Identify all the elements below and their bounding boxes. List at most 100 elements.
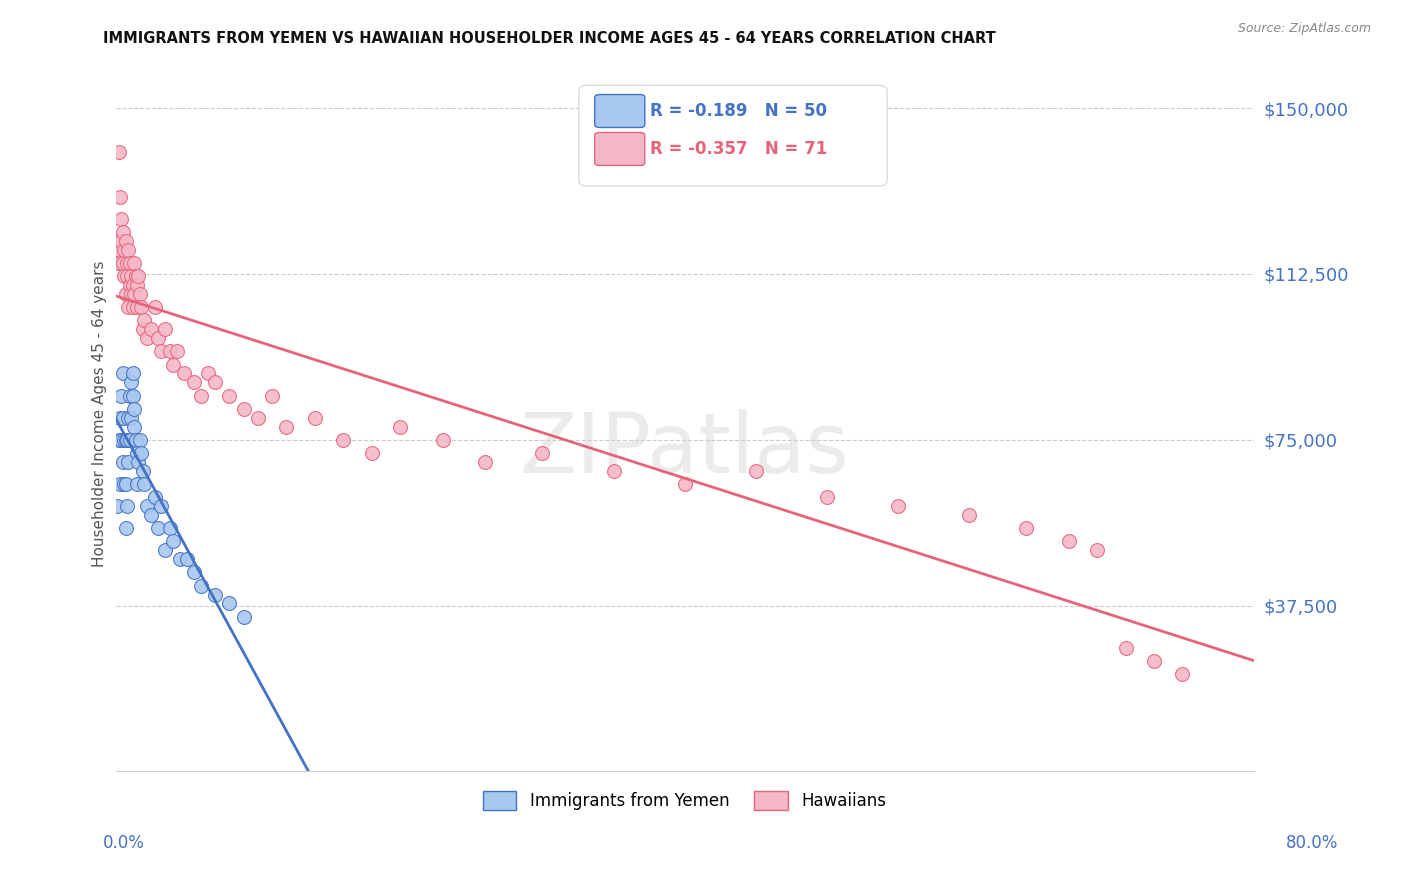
Point — [127, 269, 149, 284]
Point — [121, 300, 143, 314]
Point — [131, 464, 153, 478]
Point — [173, 367, 195, 381]
Point — [111, 256, 134, 270]
Point — [887, 499, 910, 513]
Point — [957, 508, 980, 522]
Point — [197, 367, 219, 381]
Point — [105, 234, 128, 248]
Legend: Immigrants from Yemen, Hawaiians: Immigrants from Yemen, Hawaiians — [477, 784, 893, 817]
Point — [1085, 543, 1108, 558]
Point — [110, 388, 132, 402]
Point — [145, 300, 167, 314]
Point — [602, 464, 624, 478]
Point — [815, 490, 838, 504]
Point — [121, 278, 143, 293]
Point — [166, 344, 188, 359]
Point — [112, 269, 135, 284]
Point — [232, 401, 254, 416]
Point — [125, 446, 148, 460]
Point — [232, 609, 254, 624]
Point — [108, 243, 131, 257]
Point — [124, 433, 146, 447]
Point — [129, 446, 152, 460]
Point — [118, 433, 141, 447]
Point — [120, 286, 142, 301]
Point — [218, 388, 240, 402]
Point — [132, 477, 155, 491]
Point — [107, 256, 129, 270]
Point — [474, 455, 496, 469]
Point — [120, 410, 142, 425]
Text: Source: ZipAtlas.com: Source: ZipAtlas.com — [1237, 22, 1371, 36]
Point — [1115, 640, 1137, 655]
Point — [204, 376, 226, 390]
Point — [110, 433, 132, 447]
Point — [114, 433, 136, 447]
Point — [127, 455, 149, 469]
Point — [115, 433, 138, 447]
Point — [125, 300, 148, 314]
Point — [332, 433, 354, 447]
Point — [114, 521, 136, 535]
Point — [120, 376, 142, 390]
Point — [111, 367, 134, 381]
Point — [176, 552, 198, 566]
Point — [108, 477, 131, 491]
Point — [115, 269, 138, 284]
FancyBboxPatch shape — [595, 95, 645, 128]
Point — [432, 433, 454, 447]
Point — [304, 410, 326, 425]
Point — [117, 243, 139, 257]
Point — [155, 322, 177, 336]
Point — [110, 211, 132, 226]
Point — [112, 243, 135, 257]
Point — [262, 388, 284, 402]
Point — [673, 477, 696, 491]
Point — [190, 388, 212, 402]
Point — [155, 543, 177, 558]
Point — [110, 234, 132, 248]
Point — [120, 269, 142, 284]
Text: 80.0%: 80.0% — [1286, 834, 1339, 852]
Point — [111, 410, 134, 425]
Point — [111, 455, 134, 469]
Point — [162, 358, 184, 372]
Point — [745, 464, 768, 478]
Text: R = -0.189   N = 50: R = -0.189 N = 50 — [651, 102, 828, 120]
Point — [1171, 667, 1194, 681]
Point — [531, 446, 554, 460]
Point — [108, 189, 131, 203]
Point — [122, 286, 145, 301]
Point — [112, 433, 135, 447]
Point — [117, 410, 139, 425]
Point — [122, 256, 145, 270]
Point — [132, 313, 155, 327]
Point — [118, 388, 141, 402]
Point — [125, 477, 148, 491]
Point — [118, 278, 141, 293]
Y-axis label: Householder Income Ages 45 - 64 years: Householder Income Ages 45 - 64 years — [93, 260, 107, 566]
Point — [190, 579, 212, 593]
Point — [117, 300, 139, 314]
Point — [389, 419, 412, 434]
Point — [360, 446, 382, 460]
FancyBboxPatch shape — [595, 133, 645, 165]
Point — [122, 419, 145, 434]
Point — [136, 331, 159, 345]
Point — [112, 477, 135, 491]
Point — [107, 433, 129, 447]
Point — [125, 278, 148, 293]
Point — [128, 286, 150, 301]
Point — [148, 331, 170, 345]
Point — [204, 588, 226, 602]
Point — [129, 300, 152, 314]
Point — [1143, 654, 1166, 668]
Point — [1015, 521, 1038, 535]
Text: IMMIGRANTS FROM YEMEN VS HAWAIIAN HOUSEHOLDER INCOME AGES 45 - 64 YEARS CORRELAT: IMMIGRANTS FROM YEMEN VS HAWAIIAN HOUSEH… — [103, 31, 995, 46]
Point — [117, 455, 139, 469]
Point — [162, 534, 184, 549]
Point — [124, 269, 146, 284]
Point — [131, 322, 153, 336]
Point — [1057, 534, 1080, 549]
Point — [114, 477, 136, 491]
